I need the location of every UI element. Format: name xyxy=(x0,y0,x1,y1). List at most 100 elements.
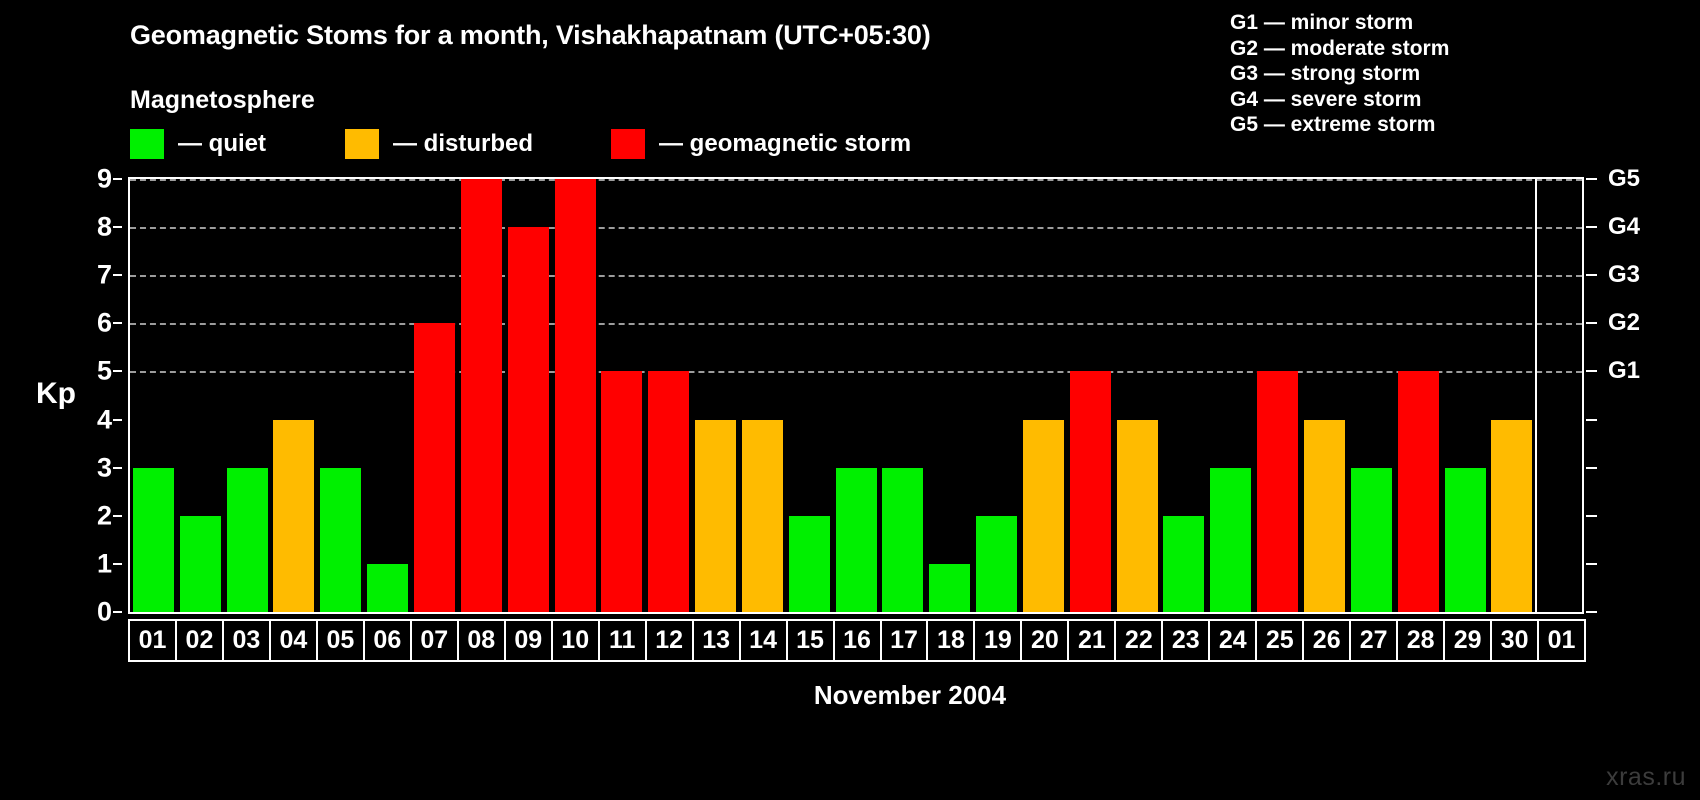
day-label-3[interactable]: 04 xyxy=(268,619,318,662)
bar[interactable] xyxy=(1257,371,1299,612)
day-label-0[interactable]: 01 xyxy=(128,619,177,662)
y-tick-label-1: 1 xyxy=(96,548,112,579)
day-label-13[interactable]: 14 xyxy=(738,619,788,662)
bar[interactable] xyxy=(929,563,971,612)
bar[interactable] xyxy=(976,515,1018,612)
day-label-27[interactable]: 28 xyxy=(1396,619,1446,662)
bar[interactable] xyxy=(1397,371,1439,612)
day-label-22[interactable]: 23 xyxy=(1161,619,1211,662)
day-label-30[interactable]: 01 xyxy=(1537,619,1587,662)
bar-series xyxy=(130,179,1582,612)
gridline-kp-9 xyxy=(130,179,1582,181)
bar[interactable] xyxy=(695,419,737,612)
bar[interactable] xyxy=(1491,419,1533,612)
bar[interactable] xyxy=(554,179,596,612)
bar[interactable] xyxy=(367,563,409,612)
bar-slot-27 xyxy=(1348,179,1395,612)
bar[interactable] xyxy=(835,467,877,612)
day-label-2[interactable]: 03 xyxy=(221,619,271,662)
day-label-20[interactable]: 21 xyxy=(1067,619,1117,662)
g-scale-line-g4: G4 — severe storm xyxy=(1230,87,1422,111)
bar[interactable] xyxy=(273,419,315,612)
bar[interactable] xyxy=(132,467,174,612)
bar[interactable] xyxy=(648,371,690,612)
bar[interactable] xyxy=(320,467,362,612)
bar-slot-11 xyxy=(598,179,645,612)
day-label-28[interactable]: 29 xyxy=(1443,619,1493,662)
bar[interactable] xyxy=(1210,467,1252,612)
month-boundary-divider xyxy=(1535,179,1538,612)
bar[interactable] xyxy=(1304,419,1346,612)
day-label-17[interactable]: 18 xyxy=(926,619,976,662)
g-axis-tick-mark-kp-5 xyxy=(1586,370,1597,373)
bar[interactable] xyxy=(1350,467,1392,612)
y-tick-label-0: 0 xyxy=(96,596,112,627)
day-label-29[interactable]: 30 xyxy=(1490,619,1540,662)
bar[interactable] xyxy=(788,515,830,612)
bar[interactable] xyxy=(882,467,924,612)
y-tick-mark-5 xyxy=(113,370,122,373)
g-axis-tick-mark-kp-3 xyxy=(1586,466,1597,469)
day-label-7[interactable]: 08 xyxy=(456,619,506,662)
g-scale-line-g1: G1 — minor storm xyxy=(1230,11,1414,34)
bar-slot-17 xyxy=(880,179,927,612)
bar[interactable] xyxy=(507,227,549,612)
day-label-4[interactable]: 05 xyxy=(315,619,365,662)
y-tick-mark-0 xyxy=(113,611,122,613)
day-label-15[interactable]: 16 xyxy=(832,619,882,662)
bar-slot-03 xyxy=(224,179,271,612)
y-tick-mark-3 xyxy=(113,466,122,469)
day-label-19[interactable]: 20 xyxy=(1020,619,1070,662)
bar-slot-25 xyxy=(1254,179,1301,612)
day-label-24[interactable]: 25 xyxy=(1255,619,1305,662)
day-label-9[interactable]: 10 xyxy=(550,619,600,662)
y-tick-label-5: 5 xyxy=(96,355,112,386)
day-label-26[interactable]: 27 xyxy=(1349,619,1399,662)
bar[interactable] xyxy=(1444,467,1486,612)
legend-item-storm: — geomagnetic storm xyxy=(611,129,911,159)
gridline-kp-5 xyxy=(130,371,1582,374)
day-label-14[interactable]: 15 xyxy=(785,619,835,662)
day-label-18[interactable]: 19 xyxy=(973,619,1023,662)
day-label-23[interactable]: 24 xyxy=(1208,619,1258,662)
y-tick-mark-2 xyxy=(113,514,122,517)
day-label-8[interactable]: 09 xyxy=(503,619,553,662)
day-label-12[interactable]: 13 xyxy=(691,619,741,662)
gridline-kp-6 xyxy=(130,323,1582,326)
bar-slot-06 xyxy=(364,179,411,612)
gridlines xyxy=(130,179,1582,612)
bar[interactable] xyxy=(1163,515,1205,612)
g-axis-tick-mark-kp-9 xyxy=(1586,178,1597,180)
bar[interactable] xyxy=(226,467,268,612)
bar[interactable] xyxy=(460,179,502,612)
bar-slot-10 xyxy=(552,179,599,612)
bar-slot-30 xyxy=(1488,179,1535,612)
y-axis: 0 1 2 3 4 5 6 7 8 9 xyxy=(60,164,122,627)
bar-slot-05 xyxy=(317,179,364,612)
day-label-5[interactable]: 06 xyxy=(362,619,412,662)
legend-label-storm: — geomagnetic storm xyxy=(659,130,912,157)
watermark: xras.ru xyxy=(1606,763,1686,791)
bar[interactable] xyxy=(1116,419,1158,612)
bar-slot-28 xyxy=(1395,179,1442,612)
bar-slot-29 xyxy=(1442,179,1489,612)
bar[interactable] xyxy=(741,419,783,612)
day-label-21[interactable]: 22 xyxy=(1114,619,1164,662)
bar[interactable] xyxy=(1069,371,1111,612)
g-axis-tick-mark-kp-4 xyxy=(1586,418,1597,421)
day-label-16[interactable]: 17 xyxy=(879,619,929,662)
bar[interactable] xyxy=(413,323,455,612)
day-label-10[interactable]: 11 xyxy=(597,619,647,662)
y-tick-label-2: 2 xyxy=(96,500,112,531)
day-label-11[interactable]: 12 xyxy=(644,619,694,662)
legend-swatch-quiet-icon xyxy=(130,129,164,159)
day-label-6[interactable]: 07 xyxy=(409,619,459,662)
bar[interactable] xyxy=(1022,419,1064,612)
bar-slot-24 xyxy=(1207,179,1254,612)
bar[interactable] xyxy=(601,371,643,612)
y-tick-mark-6 xyxy=(113,322,122,325)
day-label-1[interactable]: 02 xyxy=(174,619,224,662)
bar[interactable] xyxy=(179,515,221,612)
day-label-25[interactable]: 26 xyxy=(1302,619,1352,662)
